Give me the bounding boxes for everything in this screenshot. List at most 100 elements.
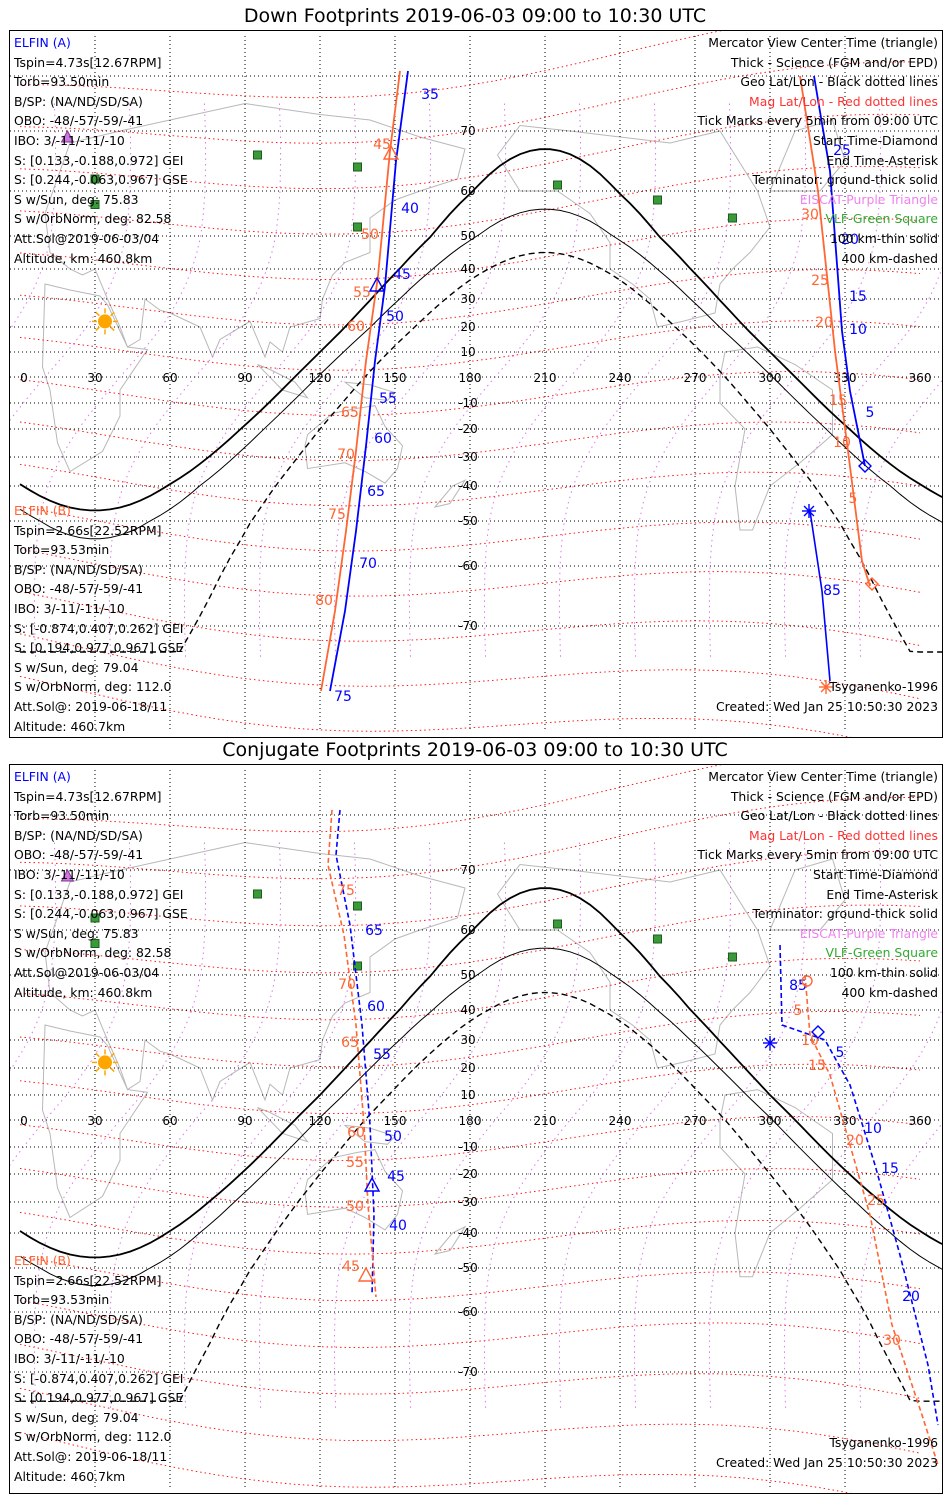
mag-longitude-line (258, 103, 432, 659)
lon-tick-label: 180 (459, 371, 482, 385)
lat-tick-label: 70 (460, 863, 475, 877)
lat-tick-label: 10 (460, 345, 475, 359)
track-tick-label: 50 (346, 1199, 364, 1215)
vlf-station-marker (553, 919, 562, 929)
legend-entry: Mercator View Center Time (triangle) (708, 35, 938, 50)
vlf-station-marker (90, 913, 100, 923)
mag-longitude-line (558, 842, 732, 1409)
track-tick-label: 70 (338, 977, 356, 993)
track-tick-label: 50 (361, 227, 379, 243)
legend-entry: Terminator: ground-thick solid (752, 172, 938, 188)
vlf-station-marker (728, 952, 737, 962)
coastline (769, 119, 846, 192)
param-line: Torb=93.50min (14, 808, 110, 824)
param-line: S w/Sun, deg: 79.04 (14, 1409, 139, 1425)
track-tick-label: 25 (811, 273, 829, 289)
lon-tick-label: 300 (759, 1114, 782, 1128)
track-tick-label: 55 (379, 391, 397, 407)
param-line: Torb=93.53min (14, 1292, 110, 1308)
lon-tick-label: 240 (609, 371, 632, 385)
lat-tick-label: 60 (460, 923, 475, 937)
track-tick-label: 10 (864, 1121, 882, 1137)
down-footprints-map: 0 30 60 90 120 150 180 210 240 270 300 330 360706050… (10, 31, 942, 737)
lat-tick-label: -70 (458, 1365, 478, 1379)
center-time-triangle (368, 276, 386, 292)
param-line: OBO: -48/-57/-59/-41 (14, 113, 144, 129)
vlf-station-marker (353, 961, 362, 971)
conjugate-footprints-panel: 0 30 60 90 120 150 180 210 240 270 300 330 360 70 60 50… (9, 764, 943, 1494)
legend-entry: 100 km-thin solid (829, 230, 938, 246)
lat-tick-label: -30 (458, 450, 478, 464)
coastline (41, 283, 149, 473)
legend-entry: Geo Lat/Lon - Black dotted lines (740, 808, 938, 824)
track-tick-label: 65 (365, 923, 383, 939)
param-line: Altitude, km: 460.8km (14, 984, 153, 1000)
vlf-station-marker (728, 213, 737, 223)
track-tick-label: 5 (849, 491, 858, 507)
param-line: IBO: 3/-11/-11/-10 (14, 866, 125, 882)
conj-elfin-a-late-track (779, 944, 939, 1426)
sun-icon (98, 314, 112, 329)
lon-tick-label: 270 (684, 371, 707, 385)
legend-entry: Start Time-Diamond (813, 132, 938, 148)
lon-tick-label: 90 (237, 1114, 252, 1128)
mag-latitude-line (19, 633, 921, 700)
conjugate-footprints-map: 0 30 60 90 120 150 180 210 240 270 300 330 360 70 60 50… (10, 765, 942, 1493)
lon-tick-label: 120 (309, 1114, 332, 1128)
lat-tick-label: 30 (460, 1033, 475, 1047)
map-legend: Mercator View Center Time (triangle) Thic… (697, 33, 938, 268)
lon-tick-label: 0 (20, 1114, 28, 1128)
track-tick-label: 45 (342, 1259, 360, 1275)
lat-tick-label: 40 (460, 1003, 475, 1017)
track-tick-label: 20 (841, 232, 859, 248)
lon-tick-label: 240 (609, 1114, 632, 1128)
vlf-station-marker (653, 195, 662, 205)
legend-entry: 400 km-dashed (841, 250, 938, 266)
mag-latitude-line (19, 165, 921, 235)
param-line: S: [0.244,-0.063,0.967] GSE (14, 172, 188, 188)
param-line: S w/OrbNorm, deg: 82.58 (14, 945, 172, 961)
conj-elfin-a-track (335, 809, 375, 1296)
param-line: OBO: -48/-57/-59/-41 (14, 1331, 144, 1347)
coastline (44, 841, 466, 1102)
center-time-triangle (363, 1176, 381, 1192)
track-tick-label: 30 (883, 1333, 901, 1349)
mag-longitude-line (33, 842, 207, 1409)
track-tick-label: 45 (393, 267, 411, 283)
vlf-station-marker (553, 180, 562, 190)
track-tick-label: 85 (823, 583, 841, 599)
vlf-station-marker (90, 939, 100, 948)
elfin-a-info: ELFIN (A) Tspin=4.73s[12.67RPM] Torb=93.5… (14, 33, 188, 268)
track-tick-label: 60 (367, 999, 385, 1015)
vlf-station-marker (253, 889, 262, 899)
track-tick-label: 15 (881, 1161, 899, 1177)
lat-tick-label: -50 (458, 514, 478, 528)
param-line: Att.Sol@: 2019-06-18/11 (14, 698, 168, 714)
lon-tick-label: 330 (834, 1114, 857, 1128)
track-tick-label: 55 (373, 1047, 391, 1063)
model-name: Tsyganenko-1996 (829, 1435, 938, 1450)
lon-tick-label: 270 (684, 1114, 707, 1128)
lat-tick-label: -60 (458, 1305, 478, 1319)
coastline (257, 1107, 309, 1143)
param-line: S: [0.194,0.977,0.967] GSE (14, 1390, 184, 1406)
param-line: Att.Sol@: 2019-06-18/11 (14, 1448, 168, 1464)
track-tick-label: 5 (866, 405, 875, 421)
mag-longitude-line (10, 103, 132, 421)
track-tick-label: 55 (346, 1155, 364, 1171)
terminator-400km (20, 251, 942, 653)
end-time-asterisk (820, 681, 832, 693)
model-name: Tsyganenko-1996 (829, 679, 938, 694)
elfin-a-label: ELFIN (A) (14, 35, 71, 50)
param-line: Tspin=2.66s[22.52RPM] (14, 1272, 162, 1288)
legend-entry: Terminator: ground-thick solid (752, 906, 938, 922)
legend-entry: End Time-Asterisk (826, 886, 938, 902)
param-line: Altitude: 460.7km (14, 718, 126, 734)
track-tick-label: 5 (794, 1003, 803, 1019)
param-line: S w/Sun, deg: 75.83 (14, 925, 139, 941)
mag-latitude-line (19, 675, 852, 737)
param-line: B/SP: (NA/ND/SD/SA) (14, 827, 143, 843)
legend-entry: Tick Marks every 5min from 09:00 UTC (697, 113, 938, 129)
sun-ray (95, 1067, 100, 1073)
sun-ray (95, 326, 100, 332)
